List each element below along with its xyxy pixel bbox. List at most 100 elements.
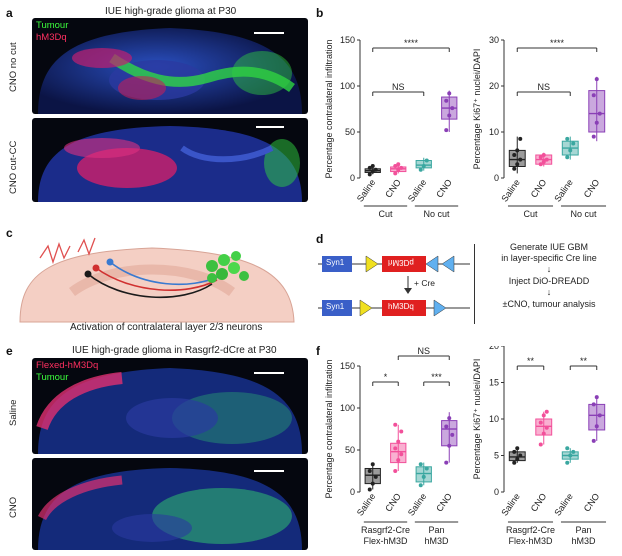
data-point [399,165,404,170]
data-point [594,395,599,400]
y-tick-label: 30 [489,35,499,45]
category-label: Saline [499,177,522,203]
category-label: Saline [499,491,522,517]
panel-a-title: IUE high-grade glioma at P30 [105,6,237,17]
panel-e-letter: e [6,344,13,358]
data-point [512,449,517,454]
row-label-saline: Saline [8,399,19,426]
data-point [571,141,576,146]
data-point [399,429,404,434]
box [415,466,432,483]
legend-hm3dq: hM3Dq [36,32,67,43]
data-point [393,164,398,169]
category-label: CNO [582,491,602,513]
data-point [424,466,429,471]
box [364,467,381,485]
data-point [515,162,520,167]
y-tick-label: 0 [350,487,355,497]
data-point [541,431,546,436]
brain-image-cno [32,458,308,550]
data-point [444,424,449,429]
group-label: Cut [378,209,393,219]
box [441,420,458,447]
y-tick-label: 50 [345,127,355,137]
category-label: CNO [434,177,454,199]
data-point [396,439,401,444]
category-label: CNO [529,491,549,513]
panel-a-letter: a [6,6,13,20]
y-tick-label: 150 [340,361,355,371]
data-point [538,162,543,167]
chart-b-infiltration: Percentage contralateral infiltration 0 50… [324,35,459,219]
data-point [541,159,546,164]
y-tick-label: 10 [489,127,499,137]
data-point [373,474,378,479]
panel-c-caption: Activation of contralateral layer 2/3 ne… [70,322,263,333]
y-tick-label: 100 [340,403,355,413]
category-label: CNO [529,177,549,199]
data-point [518,453,523,458]
row-label-cno-cut-cc: CNO cut-CC [8,140,19,194]
data-point [515,148,520,153]
step-analysis: ±CNO, tumour analysis [502,299,596,309]
data-point [447,91,452,96]
panel-f-letter: f [316,344,320,358]
data-point [418,462,423,467]
data-point [367,165,372,170]
group-label: hM3D [571,536,596,546]
data-point [565,460,570,465]
sig-label: *** [431,372,442,382]
data-point [544,157,549,162]
group-label: hM3D [424,536,449,546]
group-label: Pan [428,525,444,535]
data-point [393,171,398,176]
neuron-diagram [12,232,302,324]
workflow-steps: Generate IUE GBM in layer-specific Cre l… [482,242,616,310]
y-tick-label: 0 [350,173,355,183]
data-point [515,446,520,451]
category-label: CNO [383,177,403,199]
y-tick-label: 0 [494,487,499,497]
data-point [396,458,401,463]
data-point [450,106,455,111]
data-point [568,453,573,458]
data-point [424,158,429,163]
data-point [370,164,375,169]
data-point [393,422,398,427]
data-point [565,155,570,160]
data-point [373,167,378,172]
y-tick-label: 0 [494,173,499,183]
data-point [370,169,375,174]
y-tick-label: 15 [489,378,499,388]
data-point [396,167,401,172]
category-label: Saline [406,177,429,203]
bracket-line [474,244,475,324]
chart-f-ki67: Percentage Ki67⁺ nuclei/DAPI 0 5 10 15 20 Sali… [472,346,607,546]
data-point [512,153,517,157]
data-point [518,136,523,141]
data-point [518,157,523,162]
data-point [565,136,570,141]
data-point [444,128,449,133]
brain-image-cno-no-cut: Tumour hM3Dq [32,18,308,114]
tumour-cluster-icon [206,251,249,283]
category-label: Saline [355,177,378,203]
data-point [370,481,375,486]
category-label: Saline [406,491,429,517]
row-label-cno-no-cut: CNO no cut [8,42,19,92]
panel-d-letter: d [316,232,324,246]
data-point [444,98,449,103]
data-point [591,93,596,98]
data-point [544,409,549,414]
data-point [597,111,602,116]
data-point [399,452,404,457]
sig-label: **** [404,38,419,48]
category-label: Saline [552,491,575,517]
data-point [594,77,599,82]
group-label: No cut [423,209,450,219]
data-point [541,413,546,418]
y-axis-label: Percentage contralateral infiltration [324,39,334,178]
data-point [367,487,372,492]
data-point [367,172,372,177]
group-label: Pan [575,525,591,535]
